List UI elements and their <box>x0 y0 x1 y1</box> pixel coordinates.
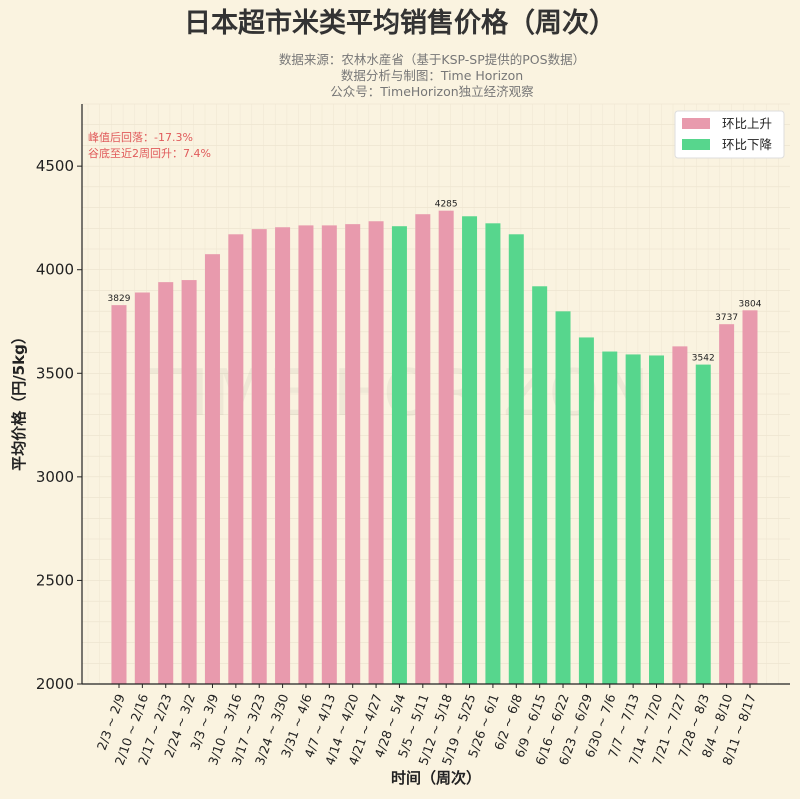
data-label: 4285 <box>435 200 458 210</box>
bar-7-7-7-13 <box>625 354 641 684</box>
bar-6-23-6-29 <box>578 337 594 684</box>
bar-5-19-5-25 <box>462 216 478 684</box>
bar-7-14-7-20 <box>649 355 665 684</box>
bar-8-11-8-17 <box>742 310 758 684</box>
bar-2-10-2-16 <box>134 292 150 684</box>
bar-5-5-5-11 <box>415 214 431 684</box>
bar-3-10-3-16 <box>228 234 244 685</box>
bar-6-30-7-6 <box>602 351 618 684</box>
bar-3-24-3-30 <box>275 227 291 684</box>
bar-4-21-4-27 <box>368 221 384 684</box>
y-tick-label: 3000 <box>36 468 74 486</box>
legend-label-down: 环比下降 <box>722 137 773 152</box>
data-label: 3829 <box>108 294 131 304</box>
chart-title: 日本超市米类平均销售价格（周次） <box>184 7 616 39</box>
bar-7-21-7-27 <box>672 346 688 684</box>
bar-5-26-6-1 <box>485 223 501 685</box>
data-label: 3737 <box>715 313 738 323</box>
bar-2-3-2-9 <box>111 305 127 684</box>
data-label: 3542 <box>692 354 715 364</box>
y-tick-label: 4500 <box>36 157 74 175</box>
data-label: 3804 <box>739 299 762 309</box>
bar-3-3-3-9 <box>204 254 220 684</box>
subtitle-source: 数据来源：农林水産省（基于KSP-SP提供的POS数据） <box>279 52 585 67</box>
bar-2-17-2-23 <box>158 282 174 684</box>
bar-4-7-4-13 <box>321 225 337 684</box>
bar-6-2-6-8 <box>508 234 524 685</box>
bar-8-4-8-10 <box>719 324 735 684</box>
legend-swatch-down <box>682 139 710 150</box>
y-tick-label: 2000 <box>36 675 74 693</box>
y-axis-ticks: 2000 2500 3000 3500 4000 4500 <box>36 157 82 693</box>
bar-3-17-3-23 <box>251 229 267 684</box>
x-axis-label: 时间（周次） <box>391 769 481 787</box>
bar-4-14-4-20 <box>345 224 361 684</box>
bar-5-12-5-18 <box>438 210 454 684</box>
y-tick-label: 4000 <box>36 261 74 279</box>
subtitle-author: 数据分析与制图：Time Horizon <box>341 68 523 83</box>
bar-7-28-8-3 <box>695 364 711 684</box>
bar-6-9-6-15 <box>532 286 548 684</box>
bar-3-31-4-6 <box>298 225 314 684</box>
legend: 环比上升 环比下降 <box>674 110 785 159</box>
y-tick-label: 3500 <box>36 364 74 382</box>
annotation-trough-rebound: 谷底至近2周回升：7.4% <box>88 146 211 160</box>
annotation-peak-drop: 峰值后回落：-17.3% <box>88 131 193 144</box>
bar-6-16-6-22 <box>555 311 571 684</box>
bar-4-28-5-4 <box>391 226 407 684</box>
legend-swatch-up <box>682 118 710 129</box>
legend-label-up: 环比上升 <box>722 116 772 131</box>
bar-2-24-3-2 <box>181 280 197 684</box>
x-axis-ticks: 2/3 ~ 2/92/10 ~ 2/162/17 ~ 2/232/24 ~ 3/… <box>94 684 759 767</box>
y-axis-label: 平均价格（円/5kg） <box>10 329 28 471</box>
y-tick-label: 2500 <box>36 571 74 589</box>
subtitle-account: 公众号：TimeHorizon独立经济观察 <box>330 84 534 99</box>
